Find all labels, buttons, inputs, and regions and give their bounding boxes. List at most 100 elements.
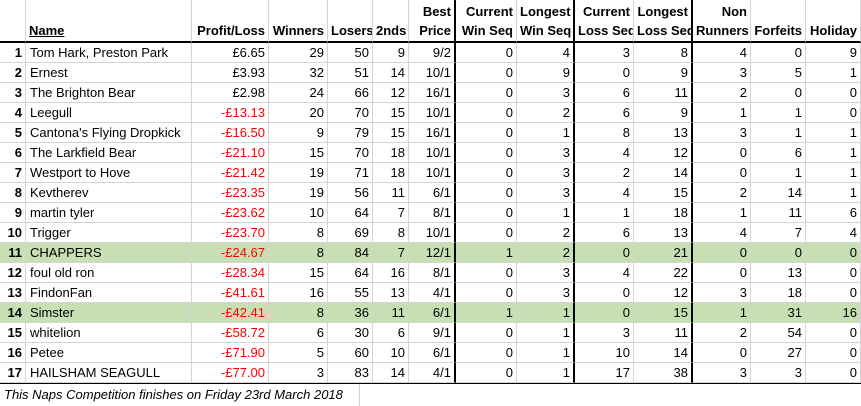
cell-profit[interactable]: -£23.35 — [192, 183, 269, 203]
cell-seconds[interactable]: 11 — [373, 183, 409, 203]
cell-forfeits[interactable]: 3 — [751, 363, 806, 383]
cell-forfeits[interactable]: 27 — [751, 343, 806, 363]
cell-forfeits[interactable]: 6 — [751, 143, 806, 163]
cell-rank[interactable]: 3 — [0, 83, 26, 103]
cell-rank[interactable]: 12 — [0, 263, 26, 283]
cell-long-win[interactable]: 1 — [517, 123, 575, 143]
cell-holiday[interactable]: 0 — [806, 283, 861, 303]
cell-winners[interactable]: 6 — [269, 323, 328, 343]
cell-cur-win[interactable]: 1 — [456, 243, 517, 263]
cell-losers[interactable]: 64 — [328, 203, 373, 223]
cell-winners[interactable]: 5 — [269, 343, 328, 363]
cell-non-runners[interactable]: 1 — [693, 203, 751, 223]
cell-cur-win[interactable]: 0 — [456, 283, 517, 303]
cell-winners[interactable]: 3 — [269, 363, 328, 383]
cell-long-win[interactable]: 2 — [517, 223, 575, 243]
cell-holiday[interactable]: 0 — [806, 263, 861, 283]
cell-profit[interactable]: -£24.67 — [192, 243, 269, 263]
cell-forfeits[interactable]: 18 — [751, 283, 806, 303]
cell-non-runners[interactable]: 4 — [693, 223, 751, 243]
cell-cur-win[interactable]: 0 — [456, 143, 517, 163]
cell-losers[interactable]: 66 — [328, 83, 373, 103]
cell-profit[interactable]: -£21.10 — [192, 143, 269, 163]
cell-holiday[interactable]: 0 — [806, 243, 861, 263]
cell-long-win[interactable]: 9 — [517, 63, 575, 83]
cell-rank[interactable]: 11 — [0, 243, 26, 263]
cell-cur-win[interactable]: 0 — [456, 83, 517, 103]
cell-non-runners[interactable]: 0 — [693, 243, 751, 263]
cell-profit[interactable]: -£71.90 — [192, 343, 269, 363]
cell-winners[interactable]: 9 — [269, 123, 328, 143]
cell-best-price[interactable]: 6/1 — [409, 183, 456, 203]
cell-seconds[interactable]: 13 — [373, 283, 409, 303]
cell-seconds[interactable]: 10 — [373, 343, 409, 363]
cell-rank[interactable]: 14 — [0, 303, 26, 323]
cell-long-loss[interactable]: 13 — [634, 223, 693, 243]
cell-forfeits[interactable]: 0 — [751, 43, 806, 63]
cell-profit[interactable]: -£28.34 — [192, 263, 269, 283]
cell-cur-loss[interactable]: 6 — [575, 103, 634, 123]
cell-non-runners[interactable]: 2 — [693, 183, 751, 203]
cell-seconds[interactable]: 15 — [373, 103, 409, 123]
cell-cur-win[interactable]: 0 — [456, 63, 517, 83]
cell-name[interactable]: Leegull — [26, 103, 192, 123]
cell-long-loss[interactable]: 11 — [634, 323, 693, 343]
cell-non-runners[interactable]: 3 — [693, 363, 751, 383]
cell-holiday[interactable]: 1 — [806, 143, 861, 163]
cell-winners[interactable]: 19 — [269, 163, 328, 183]
cell-cur-loss[interactable]: 4 — [575, 263, 634, 283]
cell-losers[interactable]: 70 — [328, 143, 373, 163]
cell-holiday[interactable]: 1 — [806, 183, 861, 203]
cell-cur-loss[interactable]: 10 — [575, 343, 634, 363]
cell-long-loss[interactable]: 11 — [634, 83, 693, 103]
cell-rank[interactable]: 15 — [0, 323, 26, 343]
cell-best-price[interactable]: 9/2 — [409, 43, 456, 63]
cell-long-loss[interactable]: 15 — [634, 303, 693, 323]
cell-winners[interactable]: 32 — [269, 63, 328, 83]
cell-best-price[interactable]: 10/1 — [409, 163, 456, 183]
cell-rank[interactable]: 5 — [0, 123, 26, 143]
cell-name[interactable]: Petee — [26, 343, 192, 363]
cell-name[interactable]: The Brighton Bear — [26, 83, 192, 103]
cell-non-runners[interactable]: 1 — [693, 103, 751, 123]
cell-losers[interactable]: 79 — [328, 123, 373, 143]
cell-rank[interactable]: 10 — [0, 223, 26, 243]
cell-name[interactable]: Trigger — [26, 223, 192, 243]
cell-cur-loss[interactable]: 1 — [575, 203, 634, 223]
cell-long-win[interactable]: 1 — [517, 323, 575, 343]
cell-best-price[interactable]: 6/1 — [409, 343, 456, 363]
cell-long-loss[interactable]: 13 — [634, 123, 693, 143]
cell-losers[interactable]: 50 — [328, 43, 373, 63]
cell-profit[interactable]: -£13.13 — [192, 103, 269, 123]
cell-cur-win[interactable]: 0 — [456, 123, 517, 143]
cell-non-runners[interactable]: 3 — [693, 123, 751, 143]
cell-holiday[interactable]: 1 — [806, 123, 861, 143]
cell-name[interactable]: Westport to Hove — [26, 163, 192, 183]
cell-long-win[interactable]: 2 — [517, 103, 575, 123]
cell-long-loss[interactable]: 22 — [634, 263, 693, 283]
cell-best-price[interactable]: 16/1 — [409, 123, 456, 143]
cell-forfeits[interactable]: 0 — [751, 83, 806, 103]
cell-rank[interactable]: 13 — [0, 283, 26, 303]
cell-losers[interactable]: 83 — [328, 363, 373, 383]
cell-non-runners[interactable]: 0 — [693, 343, 751, 363]
cell-name[interactable]: Ernest — [26, 63, 192, 83]
cell-best-price[interactable]: 12/1 — [409, 243, 456, 263]
cell-long-win[interactable]: 1 — [517, 343, 575, 363]
cell-losers[interactable]: 56 — [328, 183, 373, 203]
cell-winners[interactable]: 24 — [269, 83, 328, 103]
cell-forfeits[interactable]: 1 — [751, 163, 806, 183]
cell-non-runners[interactable]: 0 — [693, 263, 751, 283]
cell-winners[interactable]: 8 — [269, 243, 328, 263]
cell-long-loss[interactable]: 18 — [634, 203, 693, 223]
cell-cur-loss[interactable]: 6 — [575, 223, 634, 243]
cell-profit[interactable]: -£21.42 — [192, 163, 269, 183]
cell-best-price[interactable]: 9/1 — [409, 323, 456, 343]
cell-forfeits[interactable]: 7 — [751, 223, 806, 243]
cell-name[interactable]: Simster — [26, 303, 192, 323]
cell-non-runners[interactable]: 3 — [693, 63, 751, 83]
cell-long-win[interactable]: 3 — [517, 283, 575, 303]
cell-best-price[interactable]: 10/1 — [409, 223, 456, 243]
cell-best-price[interactable]: 6/1 — [409, 303, 456, 323]
cell-best-price[interactable]: 8/1 — [409, 263, 456, 283]
